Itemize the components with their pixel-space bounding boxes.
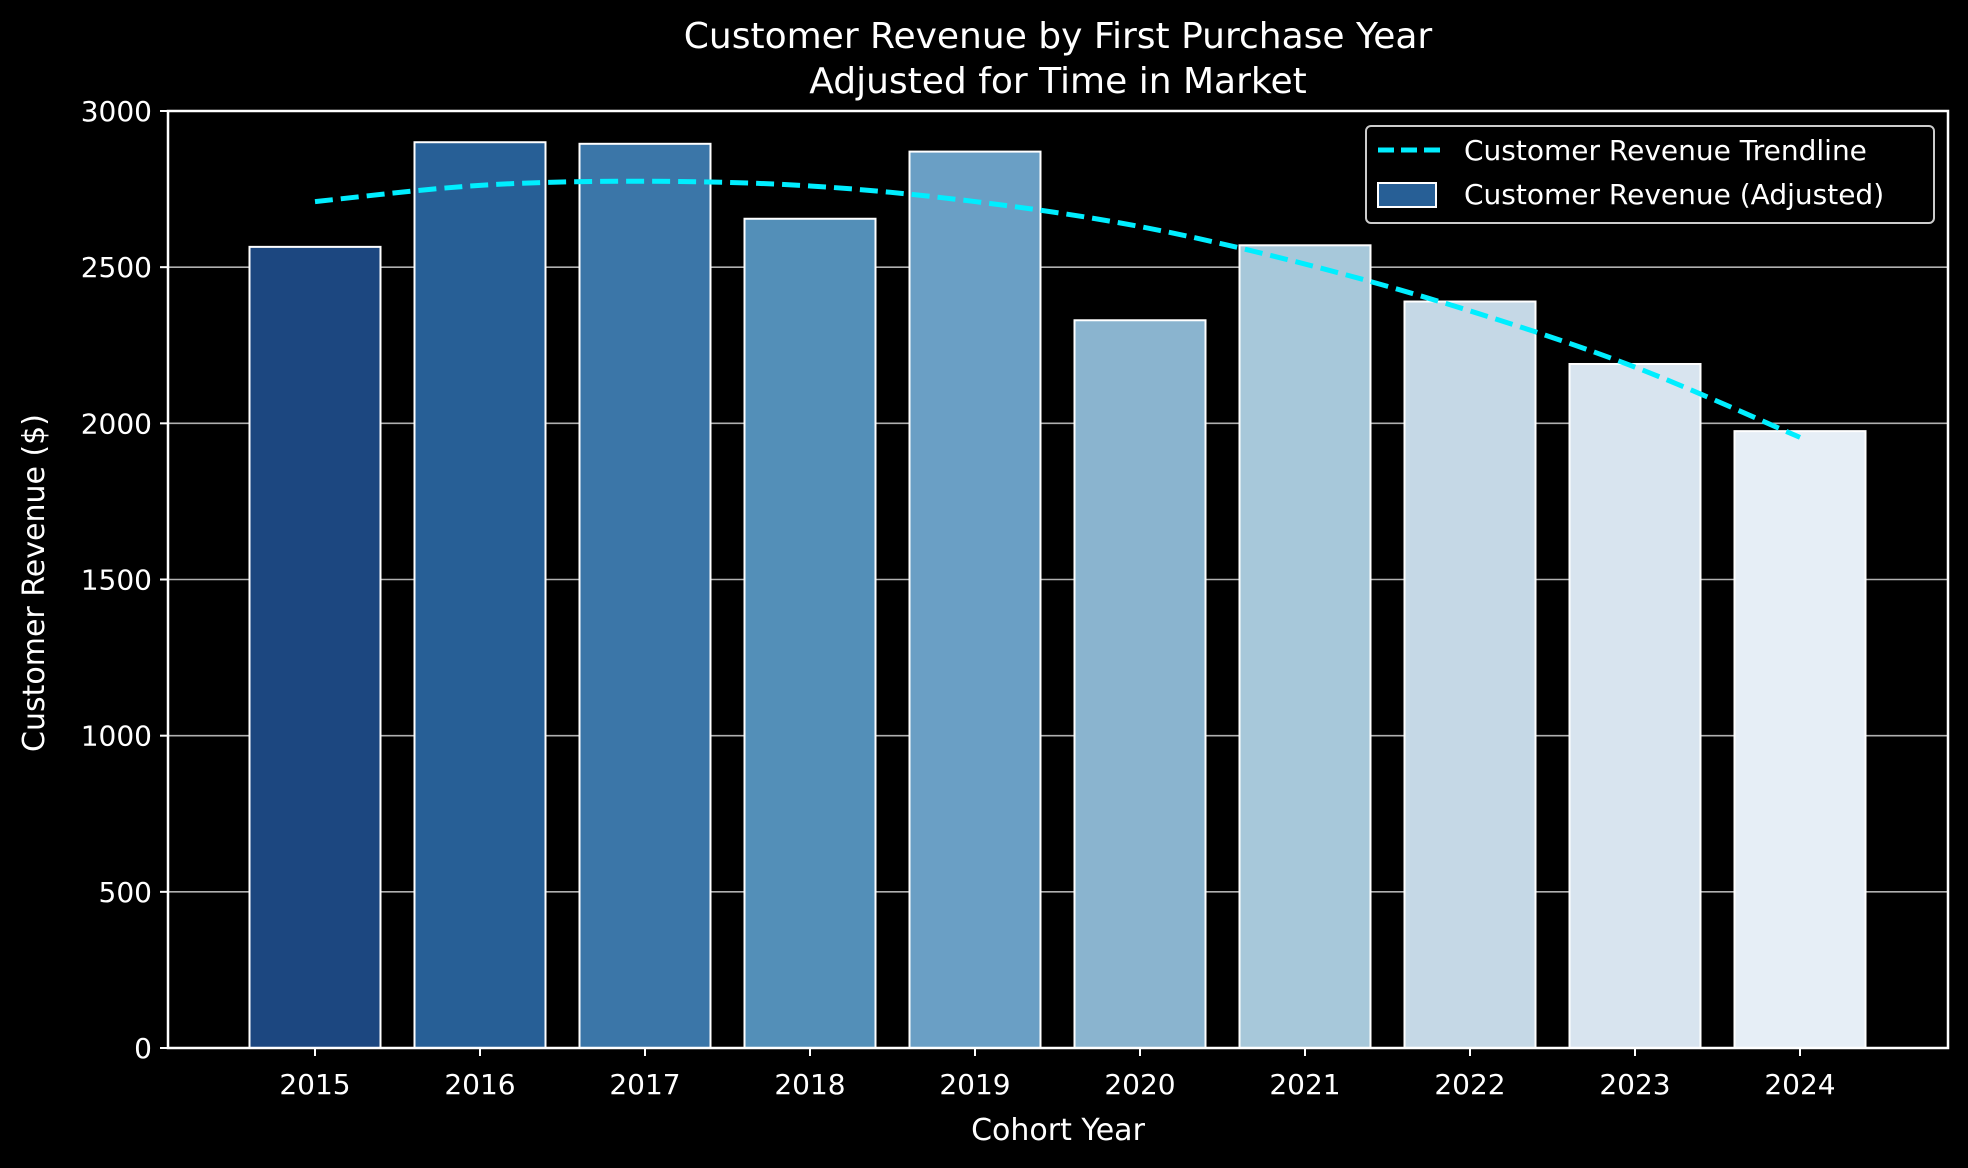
chart-subtitle: Adjusted for Time in Market (809, 61, 1306, 102)
trendline-series (314, 178, 1801, 440)
y-tick-label: 0 (134, 1032, 152, 1065)
bar (1403, 300, 1537, 1050)
legend-label-trendline: Customer Revenue Trendline (1464, 134, 1867, 167)
legend: Customer Revenue Trendline Customer Reven… (1365, 125, 1935, 224)
chart-title: Customer Revenue by First Purchase Year (684, 16, 1433, 57)
legend-label-bars: Customer Revenue (Adjusted) (1464, 178, 1884, 211)
bar (908, 150, 1042, 1049)
bar (413, 141, 547, 1049)
bar (1733, 430, 1867, 1049)
x-tick-label: 2017 (609, 1068, 680, 1101)
x-tick-label: 2023 (1599, 1068, 1670, 1101)
legend-swatch-bars (1377, 182, 1437, 208)
axes: 0 500 1000 1500 2000 2500 3000 2015 2016 2017 2018… (81, 95, 1950, 1101)
bar (1568, 362, 1702, 1049)
x-tick-label: 2016 (444, 1068, 515, 1101)
x-tick-label: 2015 (279, 1068, 350, 1101)
bar (1238, 244, 1372, 1049)
bar (248, 245, 382, 1050)
trendline (314, 178, 1801, 440)
y-tick-label: 2500 (81, 251, 152, 284)
y-axis-label: Customer Revenue ($) (17, 414, 52, 752)
x-tick-label: 2019 (939, 1068, 1010, 1101)
y-tick-label: 1500 (81, 564, 152, 597)
bar (578, 142, 712, 1050)
x-tick-label: 2024 (1764, 1068, 1835, 1101)
y-tick-label: 2000 (81, 407, 152, 440)
x-axis-label: Cohort Year (971, 1113, 1145, 1148)
x-tick-label: 2022 (1434, 1068, 1505, 1101)
x-tick-label: 2021 (1269, 1068, 1340, 1101)
legend-box (1365, 125, 1935, 224)
y-tick-label: 500 (99, 876, 152, 909)
y-tick-label: 1000 (81, 720, 152, 753)
bar-series (248, 141, 1867, 1050)
x-tick-label: 2018 (774, 1068, 845, 1101)
bar (1073, 319, 1207, 1050)
x-tick-label: 2020 (1104, 1068, 1175, 1101)
y-tick-label: 3000 (81, 95, 152, 128)
bar (743, 217, 877, 1049)
